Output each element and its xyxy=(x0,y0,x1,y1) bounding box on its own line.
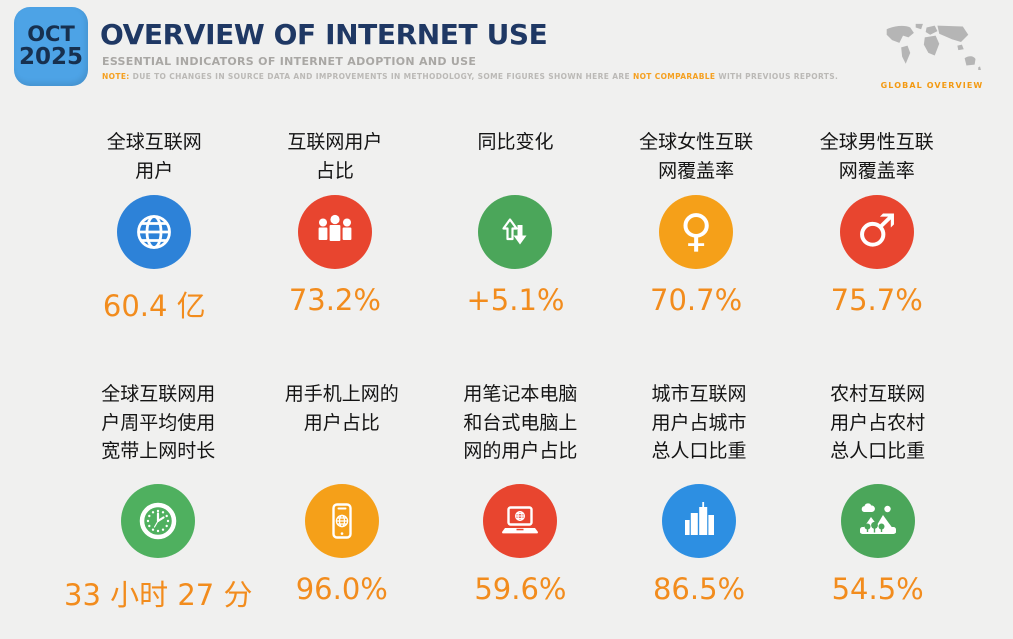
female-symbol: ♀ xyxy=(679,203,713,257)
stat-value: 75.7% xyxy=(830,283,923,317)
stat-label: 用手机上网的 用户占比 xyxy=(284,383,399,434)
note-text-2: WITH PREVIOUS REPORTS. xyxy=(718,72,839,81)
stat-card-rural-internet-share: 农村互联网 用户占农村 总人口比重 54.5% xyxy=(788,380,967,614)
female-icon: ♀ xyxy=(659,195,734,269)
stat-label: 同比变化 xyxy=(477,131,554,153)
stat-value: 73.2% xyxy=(288,283,381,317)
stat-card-mobile-internet-share: 用手机上网的 用户占比 96.0% xyxy=(252,380,431,614)
male-symbol: ♂ xyxy=(856,203,897,257)
stat-card-computer-internet-share: 用笔记本电脑 和台式电脑上 网的用户占比 59.6% xyxy=(431,380,610,614)
stat-label: 全球互联网 用户 xyxy=(106,131,202,182)
stat-label: 全球女性互联 网覆盖率 xyxy=(639,131,754,182)
stat-value: 33 小时 27 分 xyxy=(64,578,253,612)
stats-row-1: 全球互联网 用户 60.4 亿 互联网用户 占比 73.2% 同比变化 xyxy=(64,128,967,325)
stat-label: 农村互联网 用户占农村 总人口比重 xyxy=(830,383,926,462)
up-down-arrows-icon xyxy=(478,195,553,269)
city-buildings-icon xyxy=(662,484,737,558)
page-subtitle: ESSENTIAL INDICATORS OF INTERNET ADOPTIO… xyxy=(102,55,477,68)
male-icon: ♂ xyxy=(839,195,914,269)
stat-card-weekly-online-time: 全球互联网用 户周平均使用 宽带上网时长 33 小时 27 分 xyxy=(64,380,252,614)
badge-year: 2025 xyxy=(18,44,83,71)
smartphone-icon xyxy=(304,484,379,558)
stats-row-2: 全球互联网用 户周平均使用 宽带上网时长 33 小时 27 分 用手机上网的 xyxy=(64,380,967,614)
stat-label: 互联网用户 占比 xyxy=(287,131,383,182)
global-overview-label: GLOBAL OVERVIEW xyxy=(880,81,984,90)
stat-card-female-coverage: 全球女性互联 网覆盖率 ♀ 70.7% xyxy=(606,128,787,325)
stat-value: 96.0% xyxy=(295,572,388,606)
badge-month: OCT xyxy=(27,22,75,47)
note-label: NOTE: xyxy=(102,72,130,81)
stat-label: 用笔记本电脑 和台式电脑上 网的用户占比 xyxy=(463,383,578,462)
stat-value: 70.7% xyxy=(650,283,743,317)
page-title: OVERVIEW OF INTERNET USE xyxy=(100,18,548,51)
note-text-1: DUE TO CHANGES IN SOURCE DATA AND IMPROV… xyxy=(132,72,630,81)
stat-label: 全球男性互联 网覆盖率 xyxy=(819,131,934,182)
world-map-icon xyxy=(886,23,981,71)
stat-card-male-coverage: 全球男性互联 网覆盖率 ♂ 75.7% xyxy=(786,128,967,325)
footnote: NOTE: DUE TO CHANGES IN SOURCE DATA AND … xyxy=(102,72,838,81)
rural-landscape-icon xyxy=(840,484,915,558)
globe-icon xyxy=(117,195,192,269)
global-overview-block: GLOBAL OVERVIEW xyxy=(865,22,999,90)
stat-value: +5.1% xyxy=(466,283,565,317)
stat-label: 城市互联网 用户占城市 总人口比重 xyxy=(651,383,747,462)
stat-card-urban-internet-share: 城市互联网 用户占城市 总人口比重 86.5% xyxy=(610,380,789,614)
stat-value: 59.6% xyxy=(474,572,567,606)
stat-value: 60.4 亿 xyxy=(102,289,206,323)
stat-card-internet-penetration: 互联网用户 占比 73.2% xyxy=(245,128,426,325)
stat-value: 54.5% xyxy=(831,572,924,606)
clock-icon xyxy=(121,484,196,558)
note-highlight: NOT COMPARABLE xyxy=(632,72,716,81)
stat-card-yoy-change: 同比变化 +5.1% xyxy=(425,128,606,325)
stat-label: 全球互联网用 户周平均使用 宽带上网时长 xyxy=(101,383,216,462)
people-icon xyxy=(297,195,372,269)
stat-value: 86.5% xyxy=(652,572,746,606)
laptop-icon xyxy=(483,484,558,558)
date-badge: OCT 2025 xyxy=(14,7,88,86)
stat-card-global-internet-users: 全球互联网 用户 60.4 亿 xyxy=(64,128,245,325)
